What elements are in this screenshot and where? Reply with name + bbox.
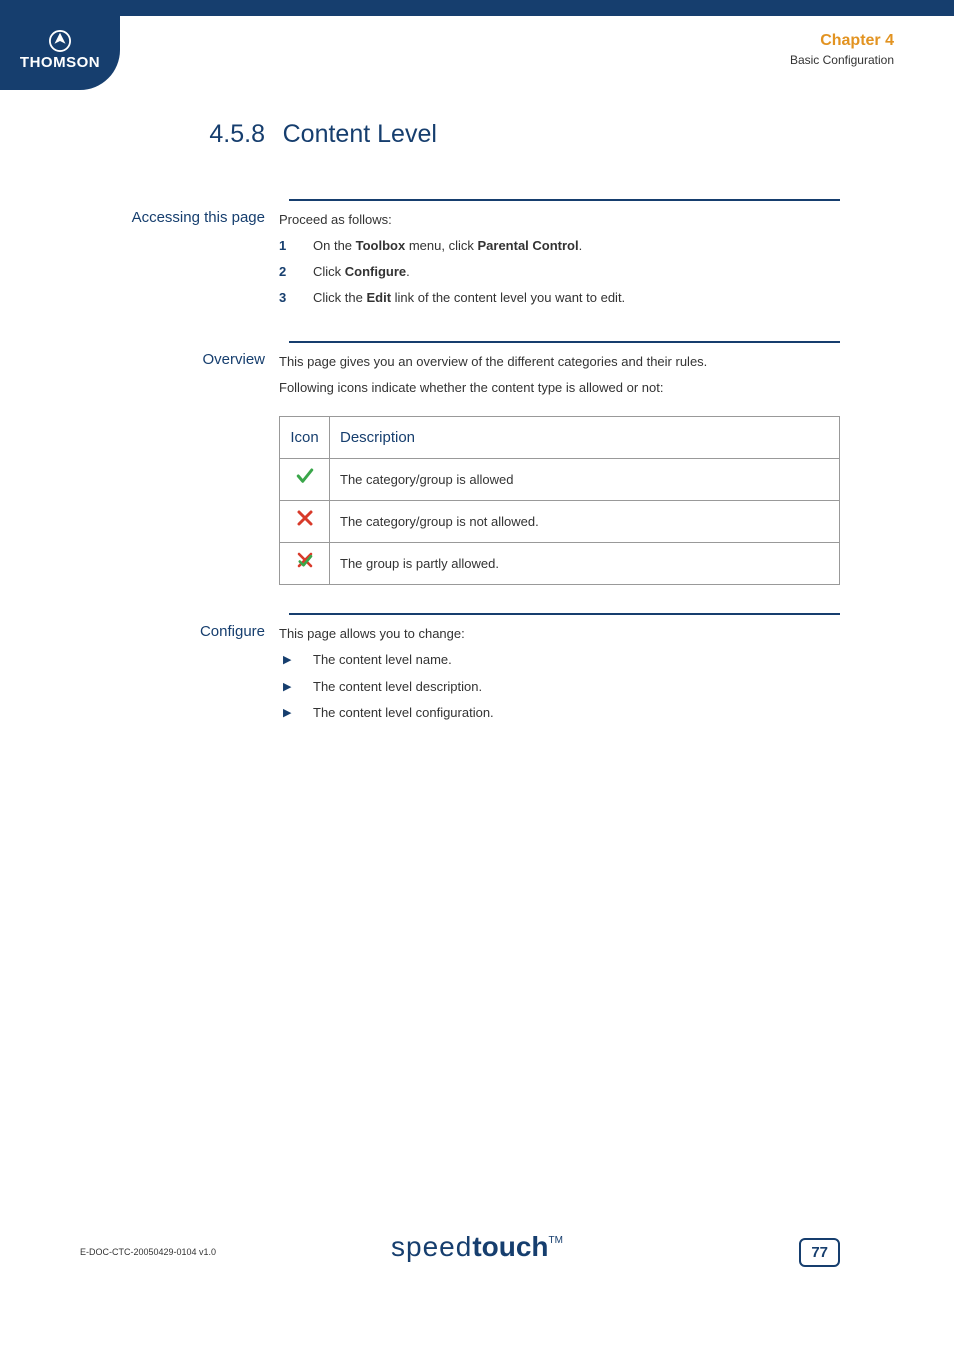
chapter-header: Chapter 4 Basic Configuration [790,32,894,67]
accessing-intro: Proceed as follows: [279,209,840,231]
thomson-logo-icon [49,30,71,52]
list-item: ▶ The content level description. [279,676,840,698]
accessing-body: Proceed as follows: 1 On the Toolbox men… [279,209,840,313]
step-number: 2 [279,261,286,283]
accessing-label: Accessing this page [114,209,279,226]
accessing-block: Accessing this page Proceed as follows: … [114,199,840,313]
step-text: Click the [313,290,366,305]
brand-logo-block: THOMSON [0,0,120,90]
step-3: 3 Click the Edit link of the content lev… [279,287,840,309]
section-title: Content Level [283,120,437,149]
step-bold: Parental Control [477,238,578,253]
step-bold: Configure [345,264,406,279]
step-text: menu, click [405,238,477,253]
list-item-text: The content level name. [313,652,452,667]
chapter-title: Chapter 4 [790,32,894,50]
header-bar [0,0,954,16]
divider [289,199,840,201]
configure-body: This page allows you to change: ▶ The con… [279,623,840,727]
configure-list: ▶ The content level name. ▶ The content le… [279,649,840,723]
configure-block: Configure This page allows you to change… [114,613,840,727]
th-icon: Icon [280,416,330,459]
list-item: ▶ The content level configuration. [279,702,840,724]
step-bold: Toolbox [356,238,406,253]
check-icon [296,467,314,485]
section-heading: 4.5.8 Content Level [114,120,840,149]
overview-label: Overview [114,351,279,368]
overview-p1: This page gives you an overview of the d… [279,351,840,373]
list-item-text: The content level description. [313,679,482,694]
main-content: 4.5.8 Content Level Accessing this page … [114,120,840,728]
table-row: The group is partly allowed. [280,543,840,585]
accessing-steps: 1 On the Toolbox menu, click Parental Co… [279,235,840,309]
desc-cell: The category/group is allowed [330,459,840,501]
step-2: 2 Click Configure. [279,261,840,283]
icon-cell [280,459,330,501]
step-1: 1 On the Toolbox menu, click Parental Co… [279,235,840,257]
step-text: On the [313,238,356,253]
overview-block: Overview This page gives you an overview… [114,341,840,585]
step-text: link of the content level you want to ed… [391,290,625,305]
overview-body: This page gives you an overview of the d… [279,351,840,585]
arrow-icon: ▶ [283,678,291,697]
table-row: The category/group is allowed [280,459,840,501]
arrow-icon: ▶ [283,651,291,670]
brand-light: speed [391,1231,472,1262]
brand-bold: touch [472,1231,548,1262]
cross-icon [296,509,314,527]
arrow-icon: ▶ [283,704,291,723]
configure-intro: This page allows you to change: [279,623,840,645]
step-text: . [579,238,583,253]
section-number: 4.5.8 [114,120,279,149]
configure-label: Configure [114,623,279,640]
overview-p2: Following icons indicate whether the con… [279,377,840,399]
chapter-subtitle: Basic Configuration [790,53,894,67]
icon-cell [280,501,330,543]
icon-table: Icon Description The category/group is a… [279,416,840,586]
table-header-row: Icon Description [280,416,840,459]
brand-tm: TM [549,1235,563,1246]
page-number: 77 [799,1238,840,1267]
partial-icon [296,551,314,569]
brand-logo-text: THOMSON [20,54,100,71]
table-row: The category/group is not allowed. [280,501,840,543]
step-bold: Edit [366,290,391,305]
icon-cell [280,543,330,585]
list-item-text: The content level configuration. [313,705,494,720]
th-description: Description [330,416,840,459]
step-text: . [406,264,410,279]
desc-cell: The category/group is not allowed. [330,501,840,543]
page-footer: E-DOC-CTC-20050429-0104 v1.0 speedtouchT… [0,1207,954,1267]
list-item: ▶ The content level name. [279,649,840,671]
desc-cell: The group is partly allowed. [330,543,840,585]
step-text: Click [313,264,345,279]
step-number: 3 [279,287,286,309]
step-number: 1 [279,235,286,257]
divider [289,613,840,615]
divider [289,341,840,343]
